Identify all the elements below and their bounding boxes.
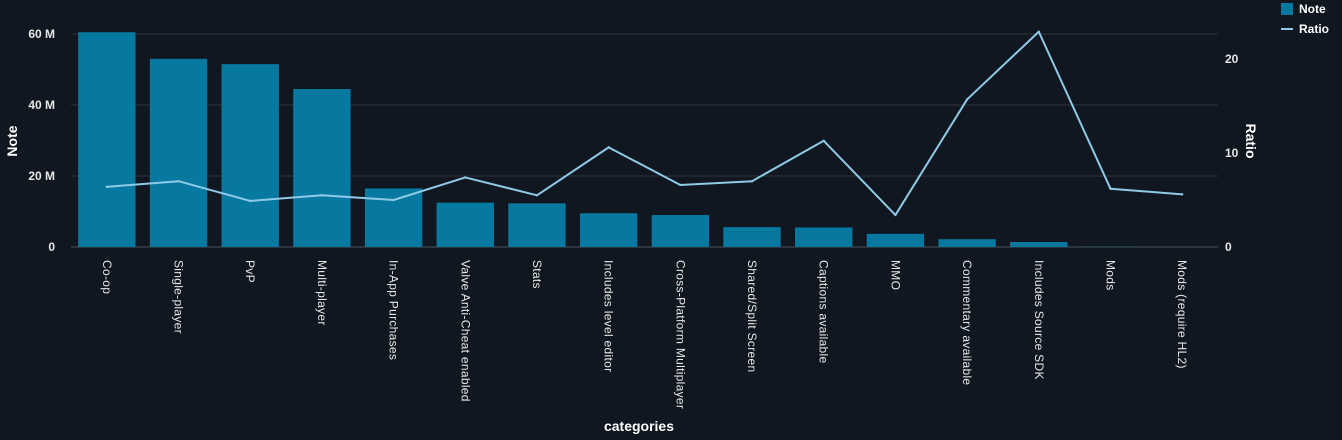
ratio-point: [822, 139, 825, 142]
ratio-point: [750, 180, 754, 183]
ratio-point: [607, 146, 610, 149]
ratio-point: [1109, 187, 1112, 190]
bar: [938, 239, 996, 247]
x-tick-label: Includes Source SDK: [1032, 260, 1046, 380]
x-tick-label: Valve Anti-Cheat enabled: [458, 260, 472, 402]
ratio-point: [464, 176, 467, 179]
bar: [723, 227, 781, 247]
bar: [508, 203, 566, 247]
bar: [1010, 242, 1068, 247]
y-axis-right: 0 10 20: [1225, 52, 1239, 254]
x-tick-label: Includes level editor: [602, 260, 616, 372]
ratio-point: [1037, 30, 1040, 33]
x-tick-label: Stats: [530, 260, 544, 289]
ratio-point: [679, 183, 682, 187]
bar: [866, 233, 925, 247]
x-tick-label: Commentary available: [960, 260, 974, 385]
x-axis: Co-op Single-player PvP Multi-player In-App …: [100, 260, 1189, 409]
ratio-point: [894, 213, 897, 217]
ratio-point: [535, 194, 539, 197]
x-tick-label: Co-op: [100, 260, 114, 294]
bar: [651, 215, 710, 247]
x-tick-label: In-App Purchases: [387, 260, 401, 360]
bar: [364, 188, 423, 247]
legend-swatch-note: [1281, 3, 1293, 15]
legend-label: Note: [1299, 2, 1326, 16]
x-tick-label: Mods: [1103, 260, 1117, 291]
line-series-ratio: [105, 30, 1184, 217]
y2-tick-label: 20: [1225, 52, 1239, 66]
bar: [579, 213, 638, 247]
x-tick-label: Captions available: [817, 260, 831, 363]
ratio-point: [249, 199, 252, 203]
x-tick-label: MMO: [888, 260, 902, 290]
bar: [436, 202, 494, 247]
bar: [221, 64, 279, 247]
bar: [293, 89, 351, 248]
ratio-point: [105, 185, 109, 189]
ratio-line: [106, 30, 1183, 217]
ratio-point: [320, 194, 324, 197]
ratio-point: [965, 98, 969, 101]
bar: [795, 227, 853, 247]
y2-tick-label: 10: [1225, 146, 1239, 160]
x-tick-label: Cross-Platform Multiplayer: [673, 260, 687, 409]
y2-tick-label: 0: [1225, 240, 1232, 254]
bar: [78, 32, 136, 247]
ratio-point: [392, 198, 395, 202]
x-tick-label: Mods (require HL2): [1175, 260, 1189, 369]
bar-series-note: [78, 32, 1211, 248]
y-axis-title: Note: [4, 125, 20, 156]
ratio-point: [177, 180, 180, 183]
y-tick-label: 20 M: [28, 169, 55, 183]
x-tick-label: Shared/Split Screen: [745, 260, 759, 372]
y-tick-label: 60 M: [28, 27, 55, 41]
legend-label: Ratio: [1299, 22, 1329, 36]
legend: Note Ratio: [1281, 2, 1329, 36]
y2-axis-title: Ratio: [1243, 124, 1259, 159]
x-tick-label: Multi-player: [315, 260, 329, 326]
x-tick-label: PvP: [243, 260, 257, 283]
ratio-point: [1180, 193, 1184, 196]
y-tick-label: 40 M: [28, 98, 55, 112]
x-axis-title: categories: [604, 418, 674, 434]
y-tick-label: 0: [48, 240, 55, 254]
y-axis-left: 0 20 M 40 M 60 M: [28, 27, 55, 254]
x-tick-label: Single-player: [172, 260, 186, 334]
bar: [149, 58, 208, 247]
